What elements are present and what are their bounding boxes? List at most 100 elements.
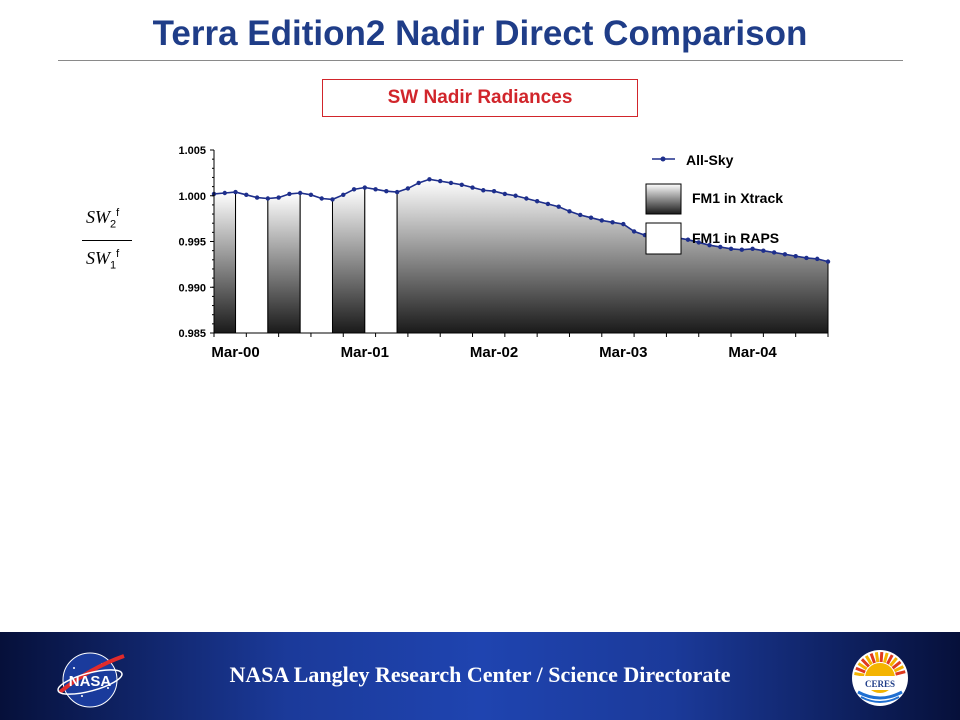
data-point	[244, 192, 249, 198]
data-point	[782, 252, 788, 257]
ylabel-numerator: SW2f	[78, 202, 138, 236]
data-point	[685, 237, 691, 242]
data-point	[825, 259, 831, 264]
title-divider	[58, 60, 903, 61]
data-point	[750, 246, 755, 252]
data-point	[373, 187, 378, 192]
period-fill-raps	[235, 191, 269, 334]
data-point	[341, 192, 346, 198]
data-point	[308, 192, 314, 198]
axes: 0.985 0.990 0.995 1.000 1.005 Mar-00 Mar-01 Mar…	[178, 145, 829, 361]
data-point	[567, 209, 572, 214]
data-point	[287, 191, 292, 197]
data-point	[405, 186, 411, 191]
data-point	[556, 204, 561, 209]
x-tick-label: Mar-00	[211, 344, 259, 361]
data-point	[761, 248, 766, 253]
data-point	[276, 195, 281, 200]
data-point	[578, 212, 583, 218]
data-point	[728, 246, 734, 252]
sun-ray	[886, 654, 894, 665]
data-point	[394, 189, 400, 195]
data-point	[545, 201, 551, 207]
ylabel-denominator: SW1f	[78, 243, 138, 277]
data-point	[588, 215, 594, 220]
period-fill-xtrack	[331, 186, 366, 334]
data-point	[534, 199, 540, 204]
data-point	[621, 221, 626, 227]
ylabel-numerator-sub: 2	[110, 218, 117, 231]
nasa-logo-icon: NASA	[57, 652, 125, 708]
data-point	[438, 178, 443, 184]
period-fill-raps	[364, 186, 398, 334]
sun-ray	[864, 655, 873, 666]
ylabel-numerator-sup: f	[116, 207, 120, 219]
slide-title: Terra Edition2 Nadir Direct Comparison	[152, 14, 808, 53]
period-fill-raps	[299, 192, 333, 334]
data-point	[427, 177, 432, 182]
sun-ray	[874, 652, 880, 663]
legend-label-xtrack: FM1 in Xtrack	[692, 190, 783, 206]
ylabel-numerator-text: SW	[86, 207, 110, 227]
data-point	[384, 188, 389, 194]
data-point	[481, 188, 486, 193]
ylabel-denominator-text: SW	[86, 247, 110, 268]
data-point	[319, 196, 324, 201]
data-point	[771, 250, 777, 255]
footer-text: NASA Langley Research Center / Science D…	[229, 662, 731, 687]
x-tick-label: Mar-02	[470, 344, 518, 361]
sun-ray	[854, 672, 865, 677]
data-point	[233, 189, 238, 195]
data-point	[793, 253, 798, 259]
plot-area	[211, 177, 831, 334]
ylabel-fraction-bar	[82, 239, 132, 241]
sun-ray	[860, 658, 870, 668]
data-point	[599, 218, 604, 223]
ylabel-denominator-sup: f	[116, 247, 120, 260]
data-point	[448, 180, 454, 186]
sun-ray	[895, 670, 906, 676]
data-point	[513, 193, 518, 198]
sun-ray	[889, 657, 898, 667]
data-point	[297, 190, 303, 196]
data-point	[707, 242, 712, 248]
data-point	[459, 182, 464, 187]
data-point	[739, 247, 745, 252]
x-tick-label: Mar-01	[341, 344, 389, 361]
y-tick-label: 1.000	[178, 191, 206, 203]
data-point	[222, 190, 227, 196]
ylabel-denominator-sub: 1	[110, 259, 117, 272]
x-tick-label: Mar-04	[728, 344, 777, 361]
y-tick-label: 1.005	[178, 145, 206, 157]
data-point	[351, 187, 357, 192]
sun-ray	[891, 660, 902, 670]
nasa-logo-text: NASA	[69, 673, 112, 690]
ceres-logo-icon: CERES	[852, 650, 908, 706]
data-point	[491, 188, 497, 194]
period-fill-xtrack	[213, 191, 237, 334]
sun-ray	[893, 665, 905, 673]
sun-ray	[869, 653, 876, 664]
y-tick-label: 0.995	[178, 237, 206, 249]
data-point	[610, 220, 615, 225]
y-axis-label: SW2f SW1f	[78, 202, 138, 276]
data-point	[330, 197, 335, 202]
legend-label-all-sky: All-Sky	[686, 152, 734, 168]
sun-ray	[879, 651, 884, 663]
data-point	[254, 195, 260, 200]
series-line-all-sky	[213, 178, 829, 263]
data-point	[631, 229, 637, 234]
legend-swatch-xtrack	[645, 183, 682, 215]
data-point	[416, 180, 421, 186]
sun-ray	[857, 662, 868, 671]
y-tick-label: 0.985	[178, 328, 206, 340]
legend-marker-all-sky	[660, 156, 666, 162]
data-point	[804, 255, 809, 261]
ceres-logo-text: CERES	[865, 679, 895, 689]
legend-swatch-raps	[645, 222, 682, 255]
legend-label-raps: FM1 in RAPS	[692, 230, 779, 246]
x-tick-label: Mar-03	[599, 344, 647, 361]
data-point	[470, 185, 475, 190]
footer-bar: NASA NASA Langley Research Center / Scie…	[0, 632, 960, 720]
period-fill-xtrack	[267, 192, 301, 334]
